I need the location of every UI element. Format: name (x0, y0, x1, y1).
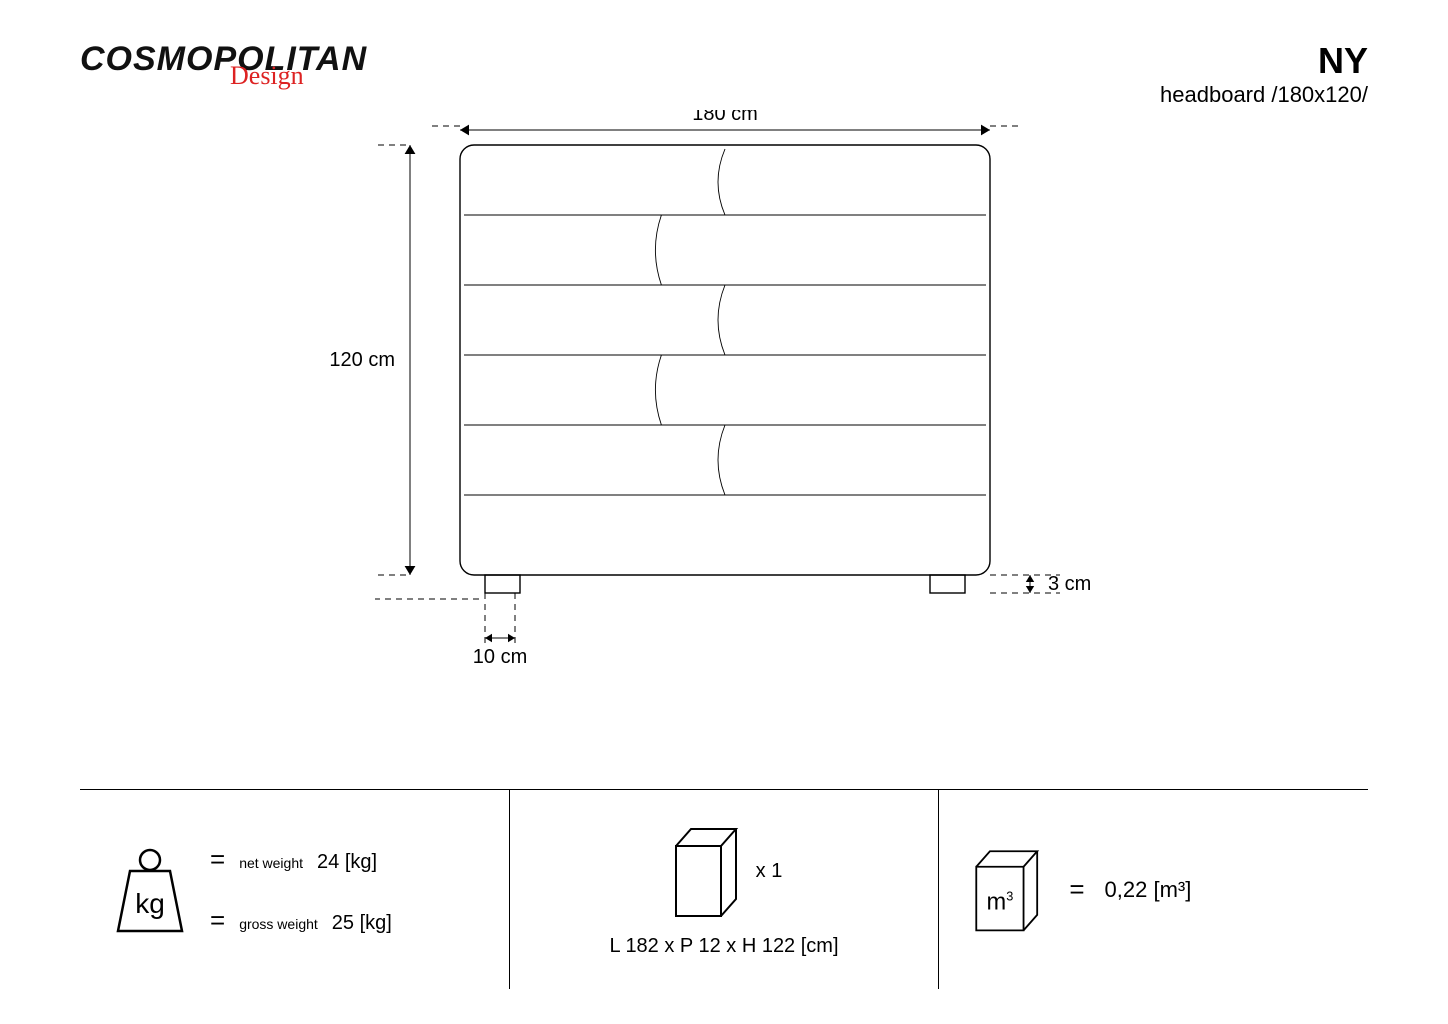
technical-drawing: 180 cm 120 cm 10 cm 3 cm (280, 110, 1140, 680)
gross-weight-row: = gross weight 25 [kg] (210, 905, 392, 936)
svg-text:120 cm: 120 cm (329, 349, 395, 371)
net-weight-row: = net weight 24 [kg] (210, 844, 392, 875)
svg-text:180 cm: 180 cm (692, 110, 758, 125)
svg-text:10 cm: 10 cm (473, 646, 527, 668)
weight-panel: kg = net weight 24 [kg] = gross weight 2… (80, 790, 510, 989)
packaging-panel: x 1 L 182 x P 12 x H 122 [cm] (510, 790, 940, 989)
volume-icon: m3 (969, 844, 1049, 935)
weight-icon: kg (110, 845, 190, 935)
brand-script: Design (230, 61, 517, 91)
package-qty: x 1 (756, 860, 783, 883)
svg-text:3 cm: 3 cm (1048, 573, 1091, 595)
svg-text:m3: m3 (987, 888, 1014, 915)
net-weight-value: 24 [kg] (317, 851, 377, 874)
svg-text:kg: kg (135, 888, 165, 919)
product-subtitle: headboard /180x120/ (1160, 82, 1368, 108)
spec-footer: kg = net weight 24 [kg] = gross weight 2… (80, 789, 1368, 989)
package-dims: L 182 x P 12 x H 122 [cm] (610, 935, 839, 958)
product-title-block: NY headboard /180x120/ (1160, 40, 1368, 109)
volume-value: 0,22 [m³] (1105, 877, 1192, 903)
product-name: NY (1160, 40, 1368, 82)
box-icon (666, 821, 746, 921)
volume-panel: m3 = 0,22 [m³] (939, 790, 1368, 989)
gross-weight-label: gross weight (239, 916, 318, 932)
net-weight-label: net weight (239, 855, 303, 871)
gross-weight-value: 25 [kg] (332, 912, 392, 935)
brand-logo: COSMOPOLITAN Design (80, 40, 367, 109)
